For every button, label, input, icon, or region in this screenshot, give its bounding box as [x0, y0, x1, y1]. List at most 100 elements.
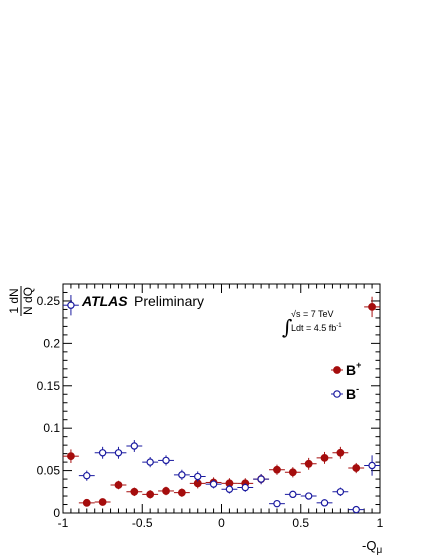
x-tick-label: 0	[218, 516, 225, 530]
marker-b-minus	[257, 475, 265, 483]
data-point-b-minus	[158, 455, 174, 466]
y-axis-label-numerator: 1 dN	[7, 288, 21, 313]
marker-b-minus	[178, 471, 186, 479]
data-point-b-minus	[364, 455, 380, 476]
marker-b-minus	[146, 458, 154, 466]
marker-b-minus	[194, 472, 202, 481]
legend-label-b-plus-sup: +	[356, 360, 361, 370]
x-axis-label-subscript: μ	[376, 545, 382, 556]
y-axis-label-denominator: N dQ	[21, 287, 35, 315]
data-point-b-plus	[300, 457, 317, 470]
atlas-label: ATLAS	[81, 293, 128, 309]
legend-entry-b-minus: B-	[331, 384, 359, 402]
data-point-b-minus	[94, 446, 111, 459]
data-point-b-minus	[78, 470, 95, 481]
legend: B+ B-	[331, 360, 361, 402]
data-point-b-minus	[63, 295, 79, 316]
marker-b-minus	[320, 499, 329, 507]
x-tick-label: -0.5	[132, 516, 153, 530]
marker-b-plus	[130, 487, 139, 496]
x-axis-label-main: -Q	[362, 538, 376, 553]
data-point-b-plus	[269, 464, 285, 475]
data-points	[63, 295, 380, 514]
energy-annotation: √s = 7 TeV	[291, 309, 334, 319]
legend-label-b-plus: B+	[346, 360, 361, 378]
x-axis-label: -Qμ	[362, 538, 382, 556]
data-point-b-plus	[364, 296, 380, 318]
luminosity-prefix: Ldt = 4.5 fb	[291, 323, 336, 333]
data-point-b-plus	[126, 487, 143, 497]
data-point-b-plus	[332, 446, 349, 459]
y-tick-label: 0.05	[37, 464, 61, 478]
marker-b-minus	[352, 505, 360, 514]
legend-label-b-minus-name: B	[346, 386, 356, 402]
luminosity-exponent: -1	[336, 323, 342, 329]
marker-b-plus	[352, 464, 361, 472]
marker-b-minus	[98, 449, 107, 457]
preliminary-label: Preliminary	[134, 293, 204, 309]
marker-b-plus	[82, 498, 91, 507]
legend-marker-b-plus	[333, 366, 341, 374]
marker-b-plus	[114, 481, 123, 489]
data-point-b-minus	[126, 440, 143, 452]
legend-label-b-minus: B-	[346, 384, 359, 402]
y-tick-label: 0.15	[37, 379, 61, 393]
x-tick-label: 0.5	[292, 516, 309, 530]
legend-entry-b-plus: B+	[331, 360, 361, 378]
marker-b-minus	[289, 490, 297, 499]
integral-sign: ∫	[282, 315, 292, 339]
y-tick-label: 0.2	[43, 336, 60, 350]
marker-b-plus	[146, 490, 155, 499]
axis-ticks	[62, 283, 381, 514]
marker-b-plus	[162, 487, 170, 495]
data-point-b-plus	[78, 498, 95, 507]
data-point-b-plus	[173, 488, 190, 497]
marker-b-plus	[320, 453, 329, 462]
data-point-b-minus	[253, 473, 270, 485]
marker-b-plus	[368, 303, 376, 311]
x-tick-label: -1	[58, 516, 69, 530]
data-point-b-plus	[158, 486, 174, 496]
data-point-b-plus	[110, 480, 127, 490]
data-point-b-minus	[284, 490, 301, 499]
marker-b-minus	[336, 488, 345, 496]
y-tick-label: 0.25	[37, 294, 61, 308]
data-point-b-plus	[284, 467, 301, 478]
marker-b-minus	[114, 449, 123, 457]
marker-b-minus	[225, 485, 234, 493]
legend-label-b-minus-sup: -	[356, 384, 359, 394]
marker-b-plus	[336, 448, 345, 457]
marker-b-plus	[273, 465, 281, 474]
legend-label-b-plus-name: B	[346, 362, 356, 378]
data-point-b-minus	[221, 485, 238, 494]
data-point-b-minus	[142, 457, 159, 468]
y-tick-label: 0.1	[43, 421, 60, 435]
data-point-b-plus	[142, 490, 159, 499]
data-point-b-minus	[189, 471, 206, 482]
y-tick-label: 0	[53, 506, 60, 520]
x-tick-label: 1	[377, 516, 384, 530]
marker-b-plus	[67, 452, 75, 461]
data-point-b-minus	[110, 446, 127, 459]
marker-b-plus	[304, 459, 313, 468]
data-point-b-minus	[269, 499, 285, 508]
data-point-b-minus	[300, 492, 317, 500]
marker-b-plus	[288, 468, 297, 477]
data-point-b-minus	[316, 499, 333, 507]
marker-b-minus	[67, 301, 75, 309]
data-point-b-plus	[63, 449, 79, 463]
marker-b-minus	[83, 471, 91, 480]
marker-b-plus	[177, 488, 186, 497]
data-point-b-minus	[173, 469, 190, 480]
data-point-b-minus	[205, 479, 222, 489]
data-point-b-plus	[94, 498, 111, 506]
legend-marker-b-minus	[333, 390, 341, 398]
tick-labels: -1 -0.5 0 0.5 1 0 0.05 0.1 0.15 0.2 0.25	[37, 294, 384, 530]
marker-b-minus	[209, 480, 218, 488]
marker-b-minus	[162, 456, 170, 465]
marker-b-minus	[273, 499, 281, 508]
luminosity-annotation: Ldt = 4.5 fb-1	[291, 323, 342, 333]
data-point-b-plus	[316, 451, 333, 464]
marker-b-plus	[98, 498, 107, 506]
